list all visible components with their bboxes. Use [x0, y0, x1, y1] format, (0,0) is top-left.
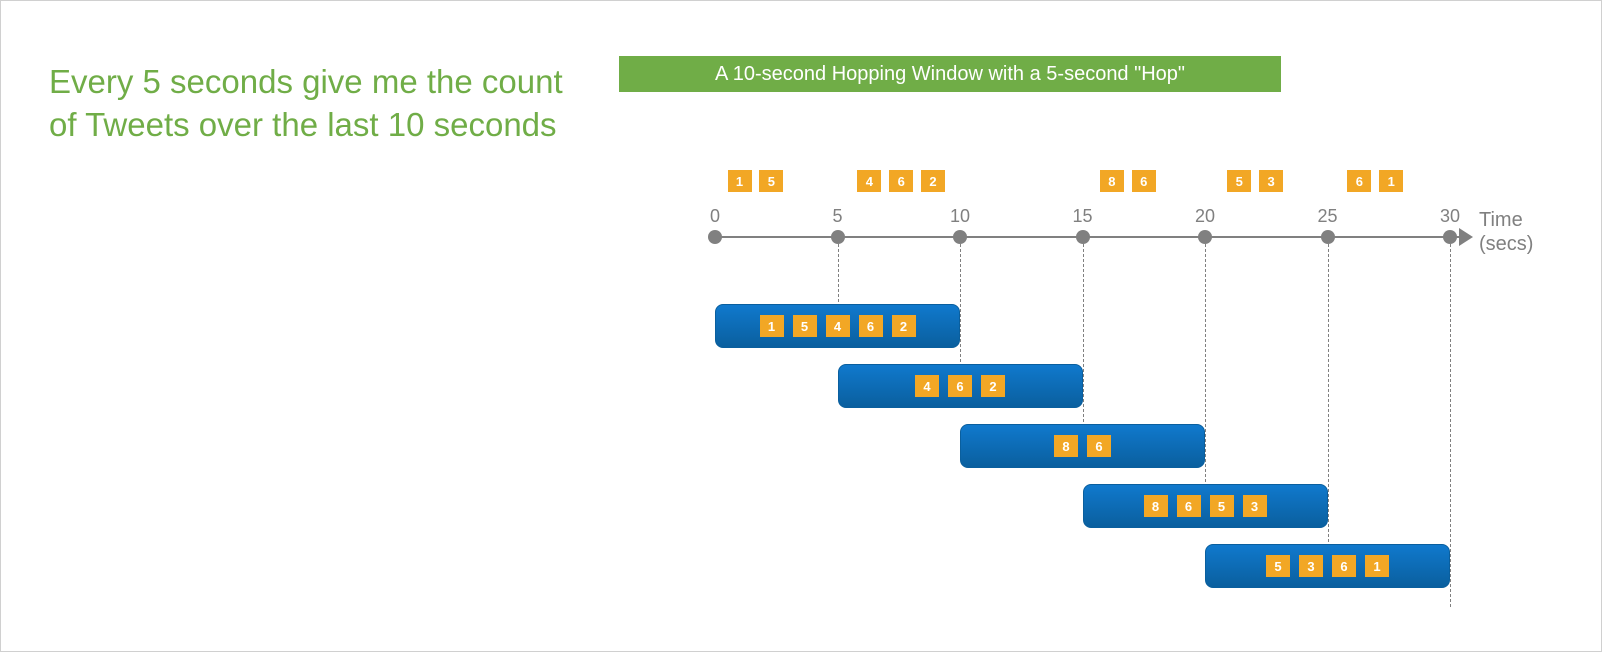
- window-bar: 8653: [1083, 484, 1328, 528]
- tick-label: 10: [950, 206, 970, 227]
- event-box: 3: [1259, 170, 1283, 192]
- tick-dot: [1198, 230, 1212, 244]
- event-box: 4: [826, 315, 850, 337]
- event-box: 6: [1332, 555, 1356, 577]
- event-box: 2: [921, 170, 945, 192]
- tick-label: 15: [1072, 206, 1092, 227]
- event-box: 4: [857, 170, 881, 192]
- event-box: 6: [1132, 170, 1156, 192]
- tick-label: 20: [1195, 206, 1215, 227]
- tick-dot: [1443, 230, 1457, 244]
- event-box: 3: [1299, 555, 1323, 577]
- event-box: 3: [1243, 495, 1267, 517]
- event-box: 1: [728, 170, 752, 192]
- event-box: 8: [1100, 170, 1124, 192]
- axis-label-line2: (secs): [1479, 233, 1533, 255]
- event-box: 6: [1347, 170, 1371, 192]
- tick-label: 25: [1317, 206, 1337, 227]
- hopping-window-diagram: Time (secs) 051015202530 15462865361 154…: [701, 166, 1561, 626]
- time-axis-label: Time (secs): [1479, 208, 1533, 256]
- tick-label: 5: [832, 206, 842, 227]
- event-box: 2: [981, 375, 1005, 397]
- event-box: 6: [1087, 435, 1111, 457]
- window-bar: 86: [960, 424, 1205, 468]
- drop-line: [1450, 244, 1451, 607]
- event-box: 1: [1379, 170, 1403, 192]
- tick-dot: [953, 230, 967, 244]
- event-box: 5: [1266, 555, 1290, 577]
- description-text: Every 5 seconds give me the count of Twe…: [49, 61, 569, 147]
- event-box: 8: [1054, 435, 1078, 457]
- event-box: 6: [948, 375, 972, 397]
- event-box: 4: [915, 375, 939, 397]
- time-axis-arrow-icon: [1459, 228, 1473, 246]
- tick-dot: [831, 230, 845, 244]
- tick-dot: [1321, 230, 1335, 244]
- event-box: 5: [1210, 495, 1234, 517]
- event-box: 5: [1227, 170, 1251, 192]
- window-bar: 462: [838, 364, 1083, 408]
- event-box: 2: [892, 315, 916, 337]
- event-box: 1: [1365, 555, 1389, 577]
- event-box: 5: [793, 315, 817, 337]
- window-bar: 5361: [1205, 544, 1450, 588]
- event-box: 8: [1144, 495, 1168, 517]
- event-box: 1: [760, 315, 784, 337]
- event-box: 6: [859, 315, 883, 337]
- window-bar: 15462: [715, 304, 960, 348]
- event-box: 5: [759, 170, 783, 192]
- event-box: 6: [1177, 495, 1201, 517]
- banner-title: A 10-second Hopping Window with a 5-seco…: [619, 56, 1281, 92]
- tick-label: 30: [1440, 206, 1460, 227]
- drop-line: [1328, 244, 1329, 587]
- tick-dot: [708, 230, 722, 244]
- tick-label: 0: [710, 206, 720, 227]
- axis-label-line1: Time: [1479, 209, 1523, 231]
- tick-dot: [1076, 230, 1090, 244]
- event-box: 6: [889, 170, 913, 192]
